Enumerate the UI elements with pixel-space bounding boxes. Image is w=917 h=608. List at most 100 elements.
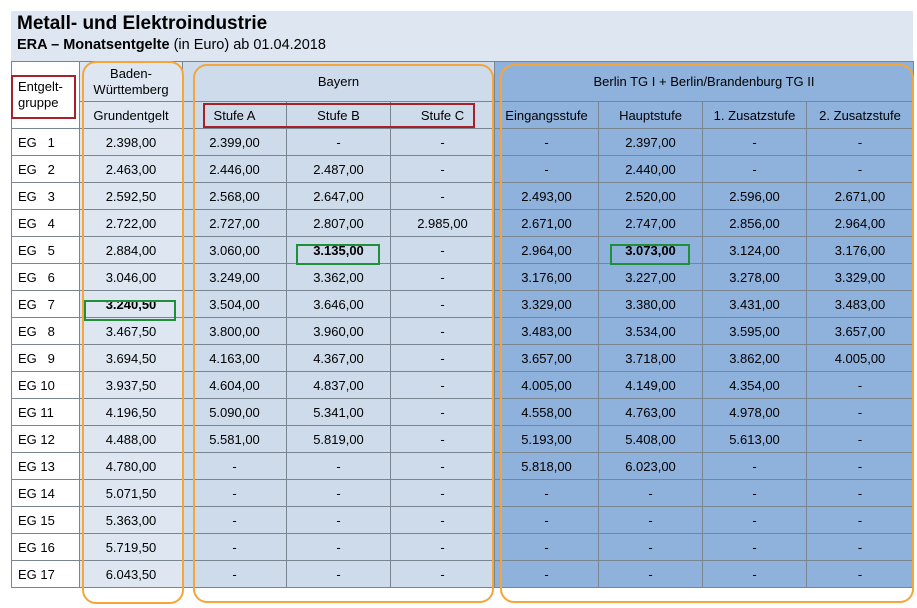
header-baden-wuerttemberg: Baden- Württemberg (79, 61, 183, 102)
cell-eg-label: EG 10 (11, 371, 80, 399)
cell-bayern-stufe-a: 5.090,00 (182, 398, 287, 426)
cell-berlin-eingangsstufe: 2.493,00 (494, 182, 599, 210)
table-row: EG 6 3.046,00 3.249,00 3.362,00-3.176,00 3.2… (11, 263, 914, 291)
cell-berlin-hauptstufe: 3.227,00 (598, 263, 703, 291)
header-entgeltgruppe: Entgelt-gruppe (11, 61, 80, 129)
cell-berlin-hauptstufe: 5.408,00 (598, 425, 703, 453)
cell-berlin-zusatzstufe-2: 4.005,00 (806, 344, 914, 372)
cell-berlin-zusatzstufe-1: - (702, 452, 807, 480)
cell-bayern-stufe-a: - (182, 560, 287, 588)
cell-bayern-stufe-a: 3.249,00 (182, 263, 287, 291)
header-zusatzstufe-2: 2. Zusatzstufe (806, 101, 914, 129)
cell-bayern-stufe-a: - (182, 479, 287, 507)
cell-bayern-stufe-c: - (390, 398, 495, 426)
cell-berlin-hauptstufe: - (598, 533, 703, 561)
table-row: EG 5 2.884,00 3.060,00 3.135,00-2.964,00 3.0… (11, 236, 914, 264)
cell-berlin-eingangsstufe: 2.671,00 (494, 209, 599, 237)
cell-bw-grundentgelt: 6.043,50 (79, 560, 183, 588)
cell-bayern-stufe-c: - (390, 452, 495, 480)
header-stufe-b: Stufe B (286, 101, 391, 129)
cell-berlin-eingangsstufe: - (494, 533, 599, 561)
cell-bw-grundentgelt: 5.719,50 (79, 533, 183, 561)
cell-eg-label: EG 7 (11, 290, 80, 318)
cell-bayern-stufe-a: 3.800,00 (182, 317, 287, 345)
table-row: EG 14 5.071,50- - - - - - - (11, 479, 914, 507)
cell-berlin-eingangsstufe: 3.329,00 (494, 290, 599, 318)
cell-bayern-stufe-b: - (286, 452, 391, 480)
cell-berlin-zusatzstufe-1: 3.124,00 (702, 236, 807, 264)
cell-berlin-eingangsstufe: 5.193,00 (494, 425, 599, 453)
cell-bayern-stufe-c: - (390, 317, 495, 345)
cell-eg-label: EG 2 (11, 155, 80, 183)
salary-table: Entgelt-gruppe Baden- Württemberg Bayern … (11, 61, 914, 588)
cell-berlin-eingangsstufe: - (494, 128, 599, 156)
table-row: EG 2 2.463,00 2.446,00 2.487,00- -2.440,00- - (11, 155, 914, 183)
table-row: EG 8 3.467,50 3.800,00 3.960,00-3.483,00 3.5… (11, 317, 914, 345)
cell-berlin-zusatzstufe-1: 3.862,00 (702, 344, 807, 372)
cell-bayern-stufe-a: 4.163,00 (182, 344, 287, 372)
cell-bayern-stufe-a: 3.504,00 (182, 290, 287, 318)
cell-bayern-stufe-b: 4.367,00 (286, 344, 391, 372)
cell-berlin-zusatzstufe-2: 3.329,00 (806, 263, 914, 291)
cell-berlin-hauptstufe: 2.440,00 (598, 155, 703, 183)
table-row: EG 1 2.398,00 2.399,00- - -2.397,00- - (11, 128, 914, 156)
cell-eg-label: EG 16 (11, 533, 80, 561)
cell-bayern-stufe-b: 5.819,00 (286, 425, 391, 453)
cell-bayern-stufe-a: 2.568,00 (182, 182, 287, 210)
cell-berlin-zusatzstufe-2: - (806, 560, 914, 588)
cell-bayern-stufe-c: - (390, 236, 495, 264)
cell-berlin-hauptstufe: - (598, 560, 703, 588)
header-zusatzstufe-1: 1. Zusatzstufe (702, 101, 807, 129)
cell-bayern-stufe-a: - (182, 452, 287, 480)
cell-berlin-zusatzstufe-2: - (806, 398, 914, 426)
cell-bw-grundentgelt: 2.398,00 (79, 128, 183, 156)
cell-berlin-zusatzstufe-1: - (702, 479, 807, 507)
cell-bayern-stufe-c: - (390, 155, 495, 183)
cell-bayern-stufe-c: - (390, 560, 495, 588)
table-row: EG 10 3.937,50 4.604,00 4.837,00-4.005,00 4.… (11, 371, 914, 399)
cell-berlin-eingangsstufe: 3.176,00 (494, 263, 599, 291)
cell-berlin-zusatzstufe-1: - (702, 128, 807, 156)
cell-berlin-eingangsstufe: 5.818,00 (494, 452, 599, 480)
cell-berlin-eingangsstufe: 4.558,00 (494, 398, 599, 426)
cell-berlin-zusatzstufe-1: 4.354,00 (702, 371, 807, 399)
cell-bayern-stufe-a: 5.581,00 (182, 425, 287, 453)
table-row: EG 11 4.196,50 5.090,00 5.341,00-4.558,00 4.… (11, 398, 914, 426)
cell-eg-label: EG 13 (11, 452, 80, 480)
cell-bw-grundentgelt: 4.196,50 (79, 398, 183, 426)
cell-eg-label: EG 4 (11, 209, 80, 237)
cell-berlin-hauptstufe: 2.747,00 (598, 209, 703, 237)
cell-bayern-stufe-b: 3.646,00 (286, 290, 391, 318)
cell-berlin-zusatzstufe-2: - (806, 452, 914, 480)
cell-eg-label: EG 15 (11, 506, 80, 534)
header-grundentgelt: Grundentgelt (79, 101, 183, 129)
cell-bw-grundentgelt: 3.694,50 (79, 344, 183, 372)
cell-bayern-stufe-a: - (182, 506, 287, 534)
cell-bw-grundentgelt: 2.463,00 (79, 155, 183, 183)
cell-berlin-hauptstufe: 4.763,00 (598, 398, 703, 426)
cell-berlin-eingangsstufe: - (494, 506, 599, 534)
cell-bayern-stufe-a: - (182, 533, 287, 561)
cell-berlin-zusatzstufe-1: 2.596,00 (702, 182, 807, 210)
cell-berlin-hauptstufe: 3.380,00 (598, 290, 703, 318)
header-stufe-c: Stufe C (390, 101, 495, 129)
title-bar (11, 11, 913, 61)
cell-berlin-zusatzstufe-1: 5.613,00 (702, 425, 807, 453)
cell-bayern-stufe-b: - (286, 479, 391, 507)
cell-berlin-hauptstufe: - (598, 506, 703, 534)
cell-bayern-stufe-b: 3.362,00 (286, 263, 391, 291)
header-eingangsstufe: Eingangsstufe (494, 101, 599, 129)
cell-bw-grundentgelt: 4.488,00 (79, 425, 183, 453)
table-row: EG 9 3.694,50 4.163,00 4.367,00-3.657,00 3.7… (11, 344, 914, 372)
table-row: EG 13 4.780,00- - -5.818,00 6.023,00- - (11, 452, 914, 480)
cell-bayern-stufe-b: 4.837,00 (286, 371, 391, 399)
table-row: EG 7 3.240,50 3.504,00 3.646,00-3.329,00 3.3… (11, 290, 914, 318)
cell-bayern-stufe-a: 3.060,00 (182, 236, 287, 264)
cell-berlin-zusatzstufe-2: - (806, 425, 914, 453)
cell-berlin-zusatzstufe-2: - (806, 371, 914, 399)
cell-bayern-stufe-b: - (286, 506, 391, 534)
cell-berlin-hauptstufe: 3.073,00 (598, 236, 703, 264)
cell-bayern-stufe-c: - (390, 263, 495, 291)
cell-berlin-eingangsstufe: - (494, 155, 599, 183)
cell-berlin-hauptstufe: 2.397,00 (598, 128, 703, 156)
